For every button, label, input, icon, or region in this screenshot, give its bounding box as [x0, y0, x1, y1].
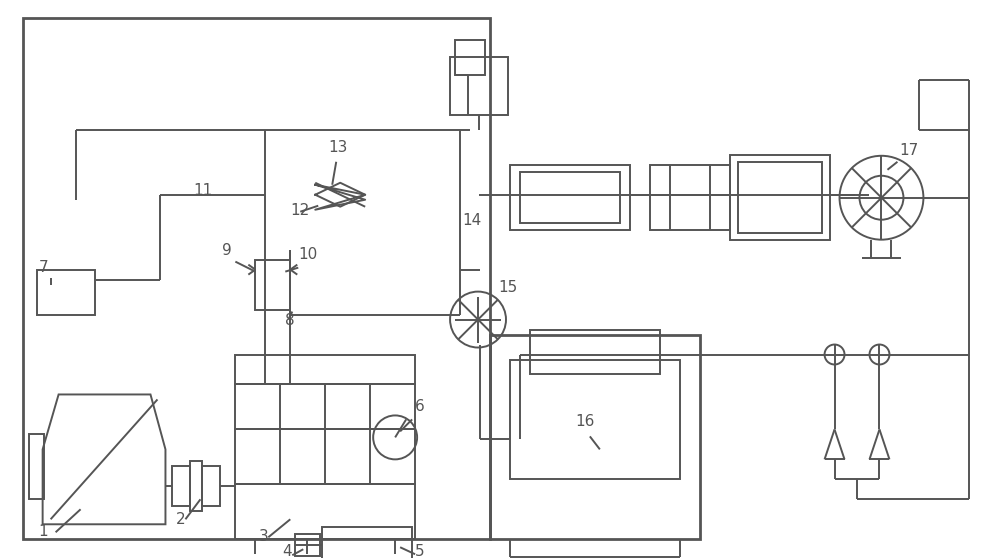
Text: 8: 8: [285, 312, 295, 328]
Bar: [29, 434, 44, 499]
Text: 17: 17: [899, 143, 919, 158]
Text: 5: 5: [415, 544, 425, 559]
Bar: [450, 57, 508, 115]
Text: 2: 2: [175, 512, 185, 527]
Text: 9: 9: [222, 243, 232, 258]
Bar: [530, 330, 660, 375]
Bar: [322, 527, 412, 559]
Text: 7: 7: [39, 259, 48, 274]
Text: 1: 1: [39, 524, 48, 539]
Text: 14: 14: [462, 212, 481, 228]
Bar: [190, 461, 202, 511]
Bar: [730, 155, 830, 240]
Text: 10: 10: [298, 247, 318, 262]
Bar: [202, 466, 220, 506]
Text: 12: 12: [290, 203, 310, 217]
Bar: [738, 162, 822, 233]
Bar: [510, 165, 630, 230]
Text: 13: 13: [328, 140, 348, 155]
Bar: [650, 165, 730, 230]
Text: 3: 3: [258, 529, 268, 544]
Bar: [295, 534, 320, 556]
Bar: [520, 172, 620, 222]
Bar: [172, 466, 190, 506]
Bar: [235, 385, 415, 429]
Text: 16: 16: [575, 414, 594, 429]
Bar: [490, 334, 700, 539]
Text: 6: 6: [415, 400, 425, 414]
Text: 11: 11: [193, 183, 213, 198]
Bar: [255, 259, 290, 310]
Bar: [37, 269, 95, 315]
Bar: [23, 18, 490, 539]
Text: 4: 4: [282, 544, 292, 559]
Bar: [455, 40, 485, 75]
Bar: [510, 359, 680, 479]
Text: 15: 15: [498, 280, 517, 295]
Bar: [235, 429, 415, 484]
Bar: [235, 354, 415, 385]
Bar: [235, 484, 415, 539]
